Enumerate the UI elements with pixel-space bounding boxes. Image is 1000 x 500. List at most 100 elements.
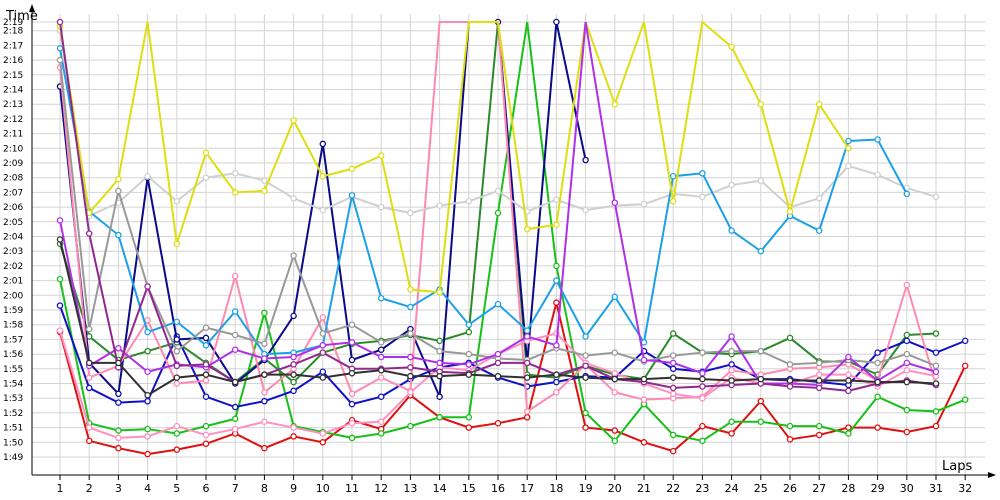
data-point xyxy=(202,431,210,439)
data-point xyxy=(932,422,940,430)
data-point xyxy=(465,328,473,336)
data-point xyxy=(874,393,881,400)
data-point xyxy=(611,437,619,445)
data-point xyxy=(757,375,765,383)
data-point xyxy=(115,390,122,398)
data-point xyxy=(319,374,327,381)
data-point xyxy=(582,362,589,370)
data-point xyxy=(144,450,151,458)
data-point xyxy=(348,419,356,427)
series-8 xyxy=(56,27,940,220)
data-point xyxy=(115,427,122,434)
data-point xyxy=(202,377,210,384)
data-point xyxy=(115,434,122,442)
data-point xyxy=(173,362,181,370)
data-point xyxy=(523,225,531,233)
data-point xyxy=(348,321,356,328)
series-line xyxy=(59,302,967,456)
data-point xyxy=(611,199,619,206)
x-tick-label: 8 xyxy=(261,482,268,495)
data-point xyxy=(115,344,122,352)
data-point xyxy=(465,321,473,328)
data-point xyxy=(407,286,414,293)
data-point xyxy=(903,428,911,436)
data-point xyxy=(465,197,473,205)
y-tick-label: 2:18 xyxy=(3,27,23,37)
x-tick-label: 23 xyxy=(695,482,709,495)
data-point xyxy=(173,422,181,430)
data-point xyxy=(815,100,823,108)
data-point xyxy=(348,400,356,408)
data-point xyxy=(231,331,239,339)
data-point xyxy=(319,439,327,446)
x-tick-label: 28 xyxy=(841,482,855,495)
x-tick-label: 19 xyxy=(579,482,593,495)
x-tick-labels: 1 2 3 4 5 6 7 8 9 10 11 12 13 14 15 16 17 18 19 20 21 22 23 24 2… xyxy=(57,475,972,495)
data-point xyxy=(290,353,297,361)
series-line xyxy=(59,48,908,356)
data-point xyxy=(815,431,823,439)
data-point xyxy=(582,352,589,359)
data-point xyxy=(407,364,414,371)
data-point xyxy=(699,422,706,430)
y-axis-arrow xyxy=(29,4,35,12)
data-point xyxy=(436,372,443,380)
data-point xyxy=(436,289,443,296)
data-point xyxy=(319,172,327,180)
data-point xyxy=(348,390,356,398)
data-point xyxy=(669,384,677,392)
data-point xyxy=(582,409,589,417)
data-point xyxy=(261,418,268,425)
data-point xyxy=(261,371,268,378)
data-point xyxy=(231,403,239,411)
data-point xyxy=(377,152,385,159)
data-point xyxy=(582,333,589,340)
data-point xyxy=(932,349,940,356)
data-point xyxy=(757,247,765,255)
data-point xyxy=(261,397,268,405)
y-tick-label: 2:14 xyxy=(3,86,23,96)
data-point xyxy=(348,339,356,346)
data-point xyxy=(728,430,735,437)
data-point xyxy=(845,371,852,378)
data-point xyxy=(815,359,823,367)
data-point xyxy=(290,117,297,124)
data-point xyxy=(961,362,969,370)
data-point xyxy=(319,342,327,349)
x-tick-label: 27 xyxy=(812,482,826,495)
y-tick-label: 2:19 xyxy=(3,18,23,28)
data-point xyxy=(611,427,619,434)
y-tick-label: 1:55 xyxy=(3,365,23,375)
data-point xyxy=(115,444,122,452)
x-tick-label: 17 xyxy=(520,482,534,495)
data-point xyxy=(669,374,677,381)
y-tick-label: 1:58 xyxy=(3,321,23,331)
series-line xyxy=(59,20,850,294)
y-tick-label: 2:00 xyxy=(3,291,23,301)
data-point xyxy=(728,181,735,189)
y-tick-label: 2:01 xyxy=(3,277,23,287)
data-point xyxy=(85,325,93,333)
data-point xyxy=(699,375,706,383)
y-tick-label: 2:12 xyxy=(3,115,23,125)
data-point xyxy=(377,367,385,374)
data-point xyxy=(757,397,765,405)
data-point xyxy=(436,347,443,355)
y-tick-label: 2:13 xyxy=(3,100,23,110)
data-point xyxy=(85,437,93,445)
data-point xyxy=(290,378,297,386)
data-point xyxy=(523,374,531,381)
data-point xyxy=(261,187,268,195)
data-point xyxy=(523,327,531,334)
data-point xyxy=(553,262,560,270)
data-point xyxy=(845,162,852,170)
data-point xyxy=(611,349,619,356)
data-point xyxy=(319,330,327,337)
data-point xyxy=(377,339,385,346)
data-point xyxy=(377,203,385,211)
y-tick-labels: 1:49 1:50 1:51 1:52 1:53 1:54 1:55 1:56 1:57 1:58… xyxy=(3,18,23,463)
data-point xyxy=(494,187,502,195)
data-point xyxy=(553,18,560,26)
data-point xyxy=(903,337,911,345)
data-point xyxy=(611,389,619,396)
